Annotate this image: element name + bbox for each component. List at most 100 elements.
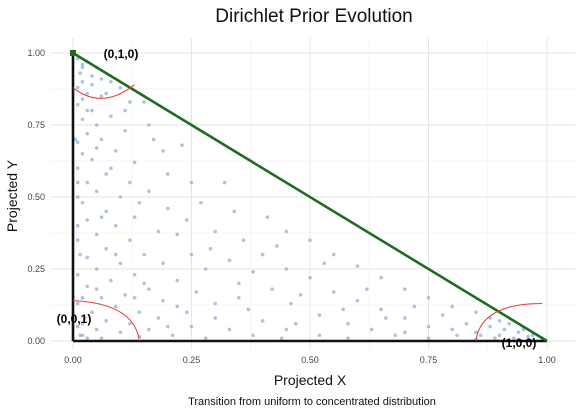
data-point	[317, 313, 322, 317]
data-point	[132, 215, 137, 219]
vertex-arcs	[72, 84, 543, 342]
data-point	[85, 218, 90, 222]
data-point	[132, 160, 137, 165]
data-point	[493, 336, 497, 340]
data-point	[99, 77, 104, 81]
data-point	[142, 281, 146, 286]
data-point	[142, 100, 146, 104]
data-point	[109, 114, 113, 119]
data-point	[80, 97, 85, 101]
data-point	[512, 336, 516, 340]
data-point	[75, 166, 80, 170]
data-point	[161, 298, 165, 303]
data-point	[474, 310, 478, 315]
data-point	[75, 195, 80, 199]
data-point	[73, 137, 78, 142]
vertex-label: (1,0,0)	[502, 336, 537, 350]
data-point	[99, 137, 104, 142]
y-tick-label: 0.25	[27, 264, 45, 274]
data-point	[455, 333, 459, 338]
data-point	[85, 108, 90, 113]
data-point	[497, 333, 502, 338]
data-point	[270, 287, 274, 291]
data-point	[113, 149, 118, 153]
y-tick-label: 0.00	[27, 336, 45, 346]
data-point	[85, 131, 90, 136]
data-point	[251, 270, 255, 274]
data-point	[94, 189, 99, 194]
data-point	[213, 301, 217, 306]
data-point	[147, 123, 151, 127]
data-point	[474, 330, 478, 335]
x-tick-label: 0.75	[420, 355, 438, 365]
data-point	[227, 327, 232, 332]
data-point	[184, 218, 189, 222]
data-point	[189, 252, 194, 257]
data-point	[440, 313, 445, 317]
data-point	[104, 91, 108, 96]
data-point	[104, 247, 108, 251]
data-point	[251, 333, 255, 338]
data-point	[331, 252, 336, 257]
data-point	[194, 290, 199, 294]
data-point	[85, 336, 90, 340]
data-point	[161, 149, 165, 153]
data-point	[94, 123, 99, 127]
data-point	[85, 255, 90, 260]
data-point	[85, 180, 90, 185]
arc-right	[475, 303, 543, 342]
data-point	[147, 287, 151, 291]
data-point	[80, 62, 85, 67]
data-point	[175, 232, 180, 237]
chart-caption: Transition from uniform to concentrated …	[188, 396, 436, 408]
data-point	[104, 209, 108, 214]
y-tick-label: 0.75	[27, 120, 45, 130]
data-point	[232, 209, 236, 214]
data-point	[208, 247, 213, 251]
data-point	[99, 94, 104, 98]
data-point	[308, 238, 312, 242]
data-point	[170, 333, 175, 338]
data-point	[161, 261, 165, 266]
data-point	[284, 327, 289, 332]
data-point	[75, 324, 80, 329]
data-point	[237, 296, 241, 300]
data-point	[94, 327, 99, 332]
data-point	[128, 180, 132, 185]
x-tick-labels: 0.00 0.25 0.50 0.75 1.00	[64, 355, 556, 365]
data-point	[384, 316, 388, 320]
data-point	[379, 307, 383, 312]
data-point	[426, 296, 431, 300]
data-point	[355, 298, 360, 303]
data-point	[123, 108, 127, 113]
data-point	[137, 310, 142, 315]
data-point	[355, 264, 360, 268]
edge-hypotenuse	[72, 51, 548, 343]
data-point	[94, 287, 99, 291]
data-point	[83, 316, 87, 320]
data-point	[75, 180, 80, 185]
data-point	[128, 100, 132, 104]
data-point	[113, 304, 118, 309]
data-point	[80, 152, 85, 156]
x-tick-label: 1.00	[538, 355, 556, 365]
data-point	[497, 319, 502, 323]
data-point	[75, 238, 80, 242]
data-point	[94, 146, 99, 150]
data-point	[78, 71, 82, 75]
data-point	[75, 301, 80, 306]
data-point	[166, 172, 170, 176]
data-point	[90, 108, 94, 113]
data-point	[478, 333, 483, 338]
x-tick-label: 0.25	[183, 355, 201, 365]
data-point	[450, 327, 455, 332]
data-point	[284, 267, 289, 271]
data-point	[75, 103, 80, 107]
data-point	[516, 330, 521, 335]
data-point	[331, 290, 336, 294]
data-point	[80, 117, 85, 122]
data-point	[346, 336, 350, 340]
data-point	[80, 200, 85, 205]
data-point	[189, 324, 194, 329]
